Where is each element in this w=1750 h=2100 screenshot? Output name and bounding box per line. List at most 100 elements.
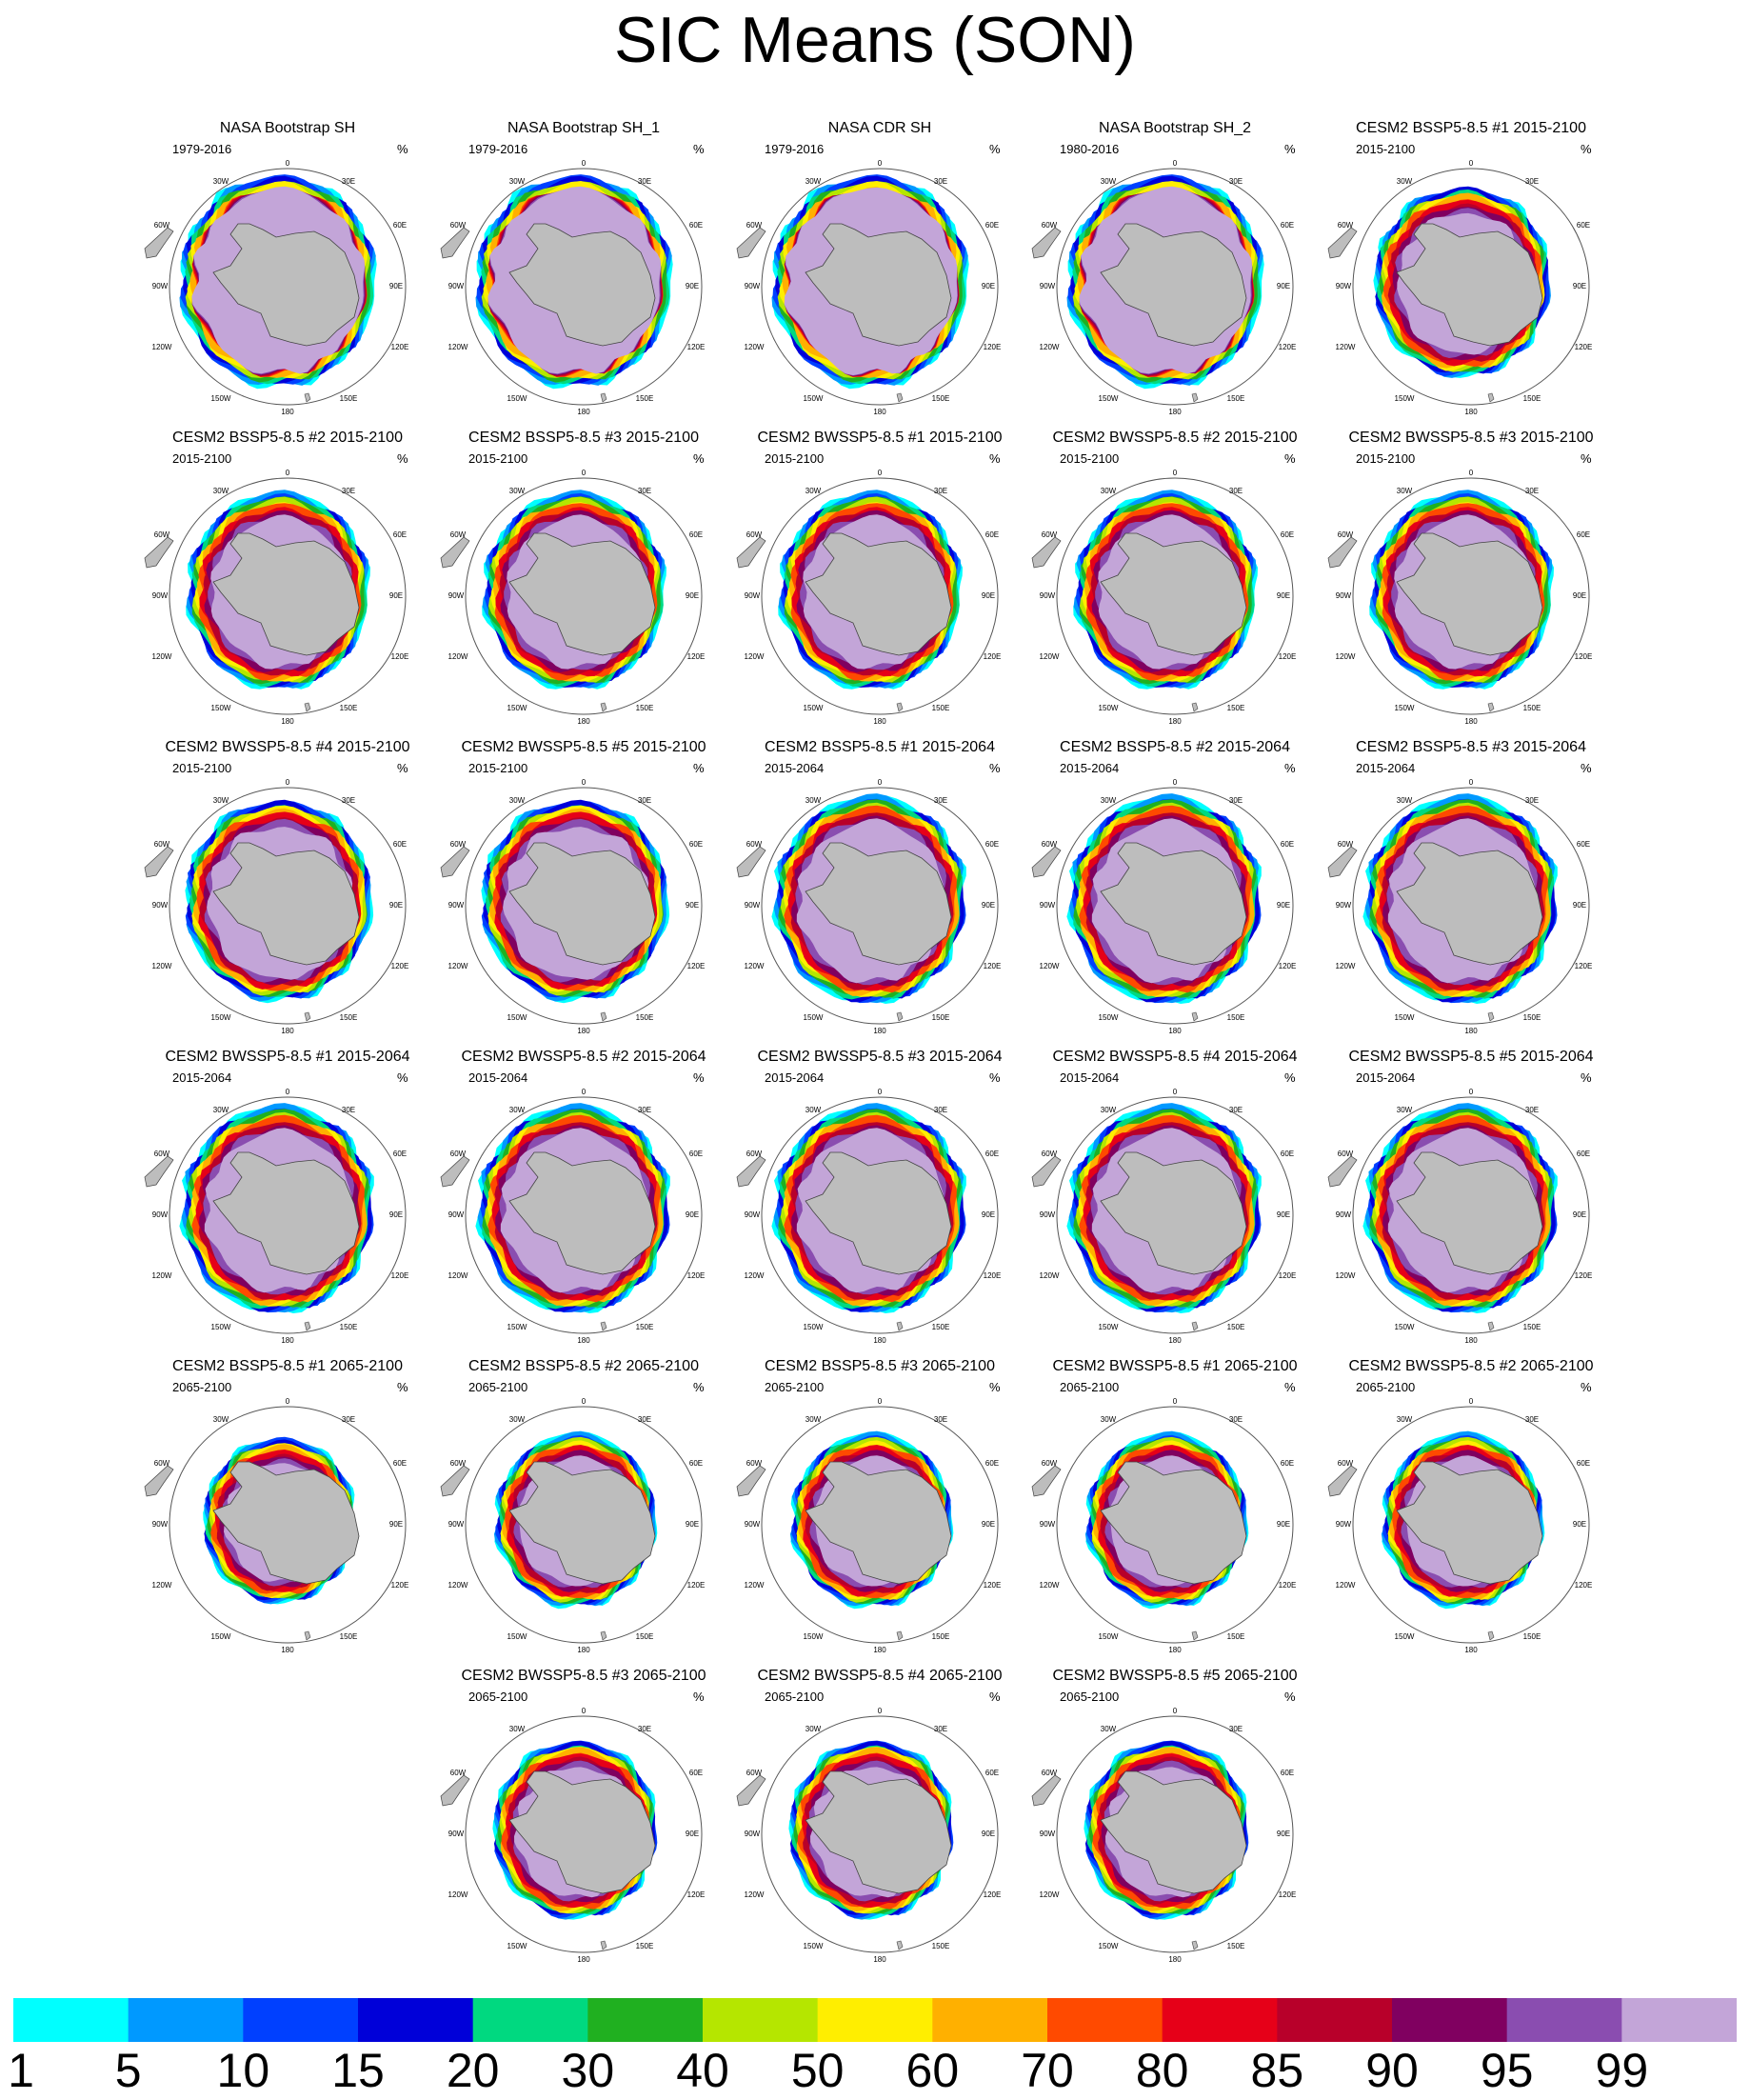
longitude-label: 90E [389,1210,403,1219]
longitude-label: 120E [391,1581,409,1590]
longitude-label: 150W [804,1632,824,1641]
new-zealand-landmass [600,392,607,403]
longitude-label: 150E [1227,1323,1245,1331]
longitude-label: 90E [1573,282,1586,290]
new-zealand-landmass [600,702,607,712]
south-america-landmass [144,846,174,878]
south-america-landmass [736,1465,766,1497]
longitude-label: 60W [450,1150,467,1158]
longitude-label: 60W [1338,1459,1354,1468]
longitude-label: 60E [393,1150,407,1158]
longitude-label: 60W [1042,1459,1058,1468]
panel-unit: % [397,451,408,466]
map-panel: CESM2 BWSSP5-8.5 #1 2065-2100 2065-2100% 0… [1027,1357,1322,1667]
panel-unit: % [693,1070,705,1085]
longitude-label: 30E [638,1415,651,1424]
longitude-label: 90W [1040,1520,1056,1529]
antarctica-landmass [805,1770,952,1894]
longitude-label: 150W [1099,1323,1119,1331]
antarctica-landmass [212,532,360,656]
new-zealand-landmass [896,1630,904,1641]
new-zealand-landmass [1191,702,1199,712]
colorbar-swatch [1621,1998,1737,2042]
panel-title: CESM2 BWSSP5-8.5 #4 2015-2064 [1052,1049,1298,1065]
longitude-label: 150W [1099,1942,1119,1950]
longitude-label: 150W [507,1942,527,1950]
longitude-label: 180 [281,1027,294,1035]
panel-unit: % [989,1690,1001,1704]
longitude-label: 30E [1525,487,1539,495]
new-zealand-landmass [1191,1940,1199,1950]
panel-period: 2015-2064 [765,761,825,775]
longitude-label: 120E [984,962,1002,970]
polar-map: 0 30W 30E 60W 60E 90W 90E 120W 120E 150W 150E 180 [1031,469,1296,726]
longitude-label: 150E [1523,394,1541,403]
south-america-landmass [144,1155,174,1188]
longitude-label: 30W [805,796,822,805]
longitude-label: 120W [1336,1271,1356,1280]
south-america-landmass [1031,536,1062,569]
south-america-landmass [1327,536,1358,569]
longitude-label: 120W [1040,962,1060,970]
antarctica-landmass [805,223,952,347]
longitude-label: 90E [982,901,995,910]
south-america-landmass [1031,227,1062,259]
longitude-label: 90E [686,901,699,910]
longitude-label: 30E [1229,1725,1243,1733]
panel-title: CESM2 BSSP5-8.5 #3 2015-2100 [468,430,699,446]
longitude-label: 150E [1227,1632,1245,1641]
longitude-label: 150E [932,1632,950,1641]
antarctica-landmass [805,532,952,656]
colorbar-tick-label: 80 [1135,2044,1189,2097]
longitude-label: 0 [1173,778,1178,787]
longitude-label: 90E [686,1520,699,1529]
polar-map: 0 30W 30E 60W 60E 90W 90E 120W 120E 150W 150E 180 [440,1397,705,1654]
colorbar-tick-label: 30 [561,2044,615,2097]
panel-title: NASA Bootstrap SH_1 [507,120,661,136]
new-zealand-landmass [1487,1321,1495,1331]
longitude-label: 120E [687,343,706,351]
panel-title: CESM2 BSSP5-8.5 #1 2065-2100 [172,1358,403,1374]
panel-title: CESM2 BWSSP5-8.5 #3 2015-2100 [1348,430,1594,446]
longitude-label: 180 [1464,717,1478,726]
longitude-label: 30W [213,487,229,495]
map-panel: CESM2 BSSP5-8.5 #1 2015-2064 2015-2064% 0 3… [732,738,1027,1048]
longitude-label: 150W [1099,394,1119,403]
longitude-label: 90E [982,282,995,290]
panel-unit: % [693,142,705,156]
new-zealand-landmass [896,1940,904,1950]
longitude-label: 30W [509,487,526,495]
colorbar-tick-label: 50 [790,2044,845,2097]
antarctica-landmass [508,842,656,966]
longitude-label: 0 [286,1397,290,1406]
longitude-label: 90E [1277,282,1290,290]
longitude-label: 90W [1040,282,1056,290]
new-zealand-landmass [1191,1011,1199,1022]
longitude-label: 120W [152,962,172,970]
longitude-label: 120W [1040,652,1060,661]
antarctica-landmass [508,1151,656,1275]
panel-period: 2065-2100 [172,1380,232,1394]
map-panel: CESM2 BWSSP5-8.5 #4 2015-2064 2015-2064% 0… [1027,1048,1322,1357]
new-zealand-landmass [1191,392,1199,403]
panel-period: 1979-2016 [765,142,825,156]
longitude-label: 120W [1336,343,1356,351]
longitude-label: 0 [286,469,290,477]
longitude-label: 0 [582,1707,587,1715]
longitude-label: 150E [636,394,654,403]
colorbar-tick-label: 10 [216,2044,270,2097]
polar-map: 0 30W 30E 60W 60E 90W 90E 120W 120E 150W 150E 180 [1031,1088,1296,1345]
map-panel: NASA Bootstrap SH_1 1979-2016% 0 30W 30E 60W 6… [436,119,731,429]
longitude-label: 90E [1277,1210,1290,1219]
longitude-label: 180 [577,1027,590,1035]
panel-unit: % [397,142,408,156]
longitude-label: 150W [211,1013,231,1022]
longitude-label: 90W [448,282,465,290]
longitude-label: 60W [154,221,170,230]
longitude-label: 30W [1397,1415,1413,1424]
longitude-label: 30E [1229,487,1243,495]
longitude-label: 150W [1395,394,1415,403]
map-panel: NASA Bootstrap SH_2 1980-2016% 0 30W 30E 60W 6… [1027,119,1322,429]
longitude-label: 60W [1338,840,1354,849]
panel-title: CESM2 BSSP5-8.5 #2 2065-2100 [468,1358,699,1374]
